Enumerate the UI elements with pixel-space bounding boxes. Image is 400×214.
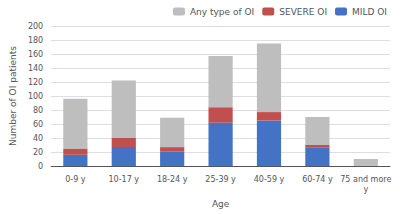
svg-text:140: 140 xyxy=(28,64,43,73)
svg-text:10-17 y: 10-17 y xyxy=(109,175,140,184)
svg-text:0: 0 xyxy=(38,162,43,171)
svg-text:0-9 y: 0-9 y xyxy=(65,175,86,184)
svg-text:200: 200 xyxy=(28,22,43,31)
svg-text:120: 120 xyxy=(28,78,43,87)
svg-text:MILD OI: MILD OI xyxy=(352,7,387,17)
svg-text:80: 80 xyxy=(33,106,43,115)
svg-text:180: 180 xyxy=(28,36,43,45)
svg-text:100: 100 xyxy=(28,92,43,101)
svg-text:SEVERE OI: SEVERE OI xyxy=(279,7,327,17)
svg-text:18-24 y: 18-24 y xyxy=(157,175,188,184)
svg-text:25-39 y: 25-39 y xyxy=(205,175,236,184)
svg-text:75 and more: 75 and more xyxy=(340,175,391,184)
svg-text:60-74 y: 60-74 y xyxy=(302,175,333,184)
svg-text:60: 60 xyxy=(33,120,43,129)
svg-text:20: 20 xyxy=(33,148,43,157)
svg-text:Any type of OI: Any type of OI xyxy=(190,7,254,17)
svg-text:Number of OI patients: Number of OI patients xyxy=(8,46,18,146)
svg-text:Age: Age xyxy=(212,199,230,209)
svg-text:40: 40 xyxy=(33,134,43,143)
svg-text:y: y xyxy=(363,185,368,194)
svg-text:160: 160 xyxy=(28,50,43,59)
svg-text:40-59 y: 40-59 y xyxy=(254,175,285,184)
